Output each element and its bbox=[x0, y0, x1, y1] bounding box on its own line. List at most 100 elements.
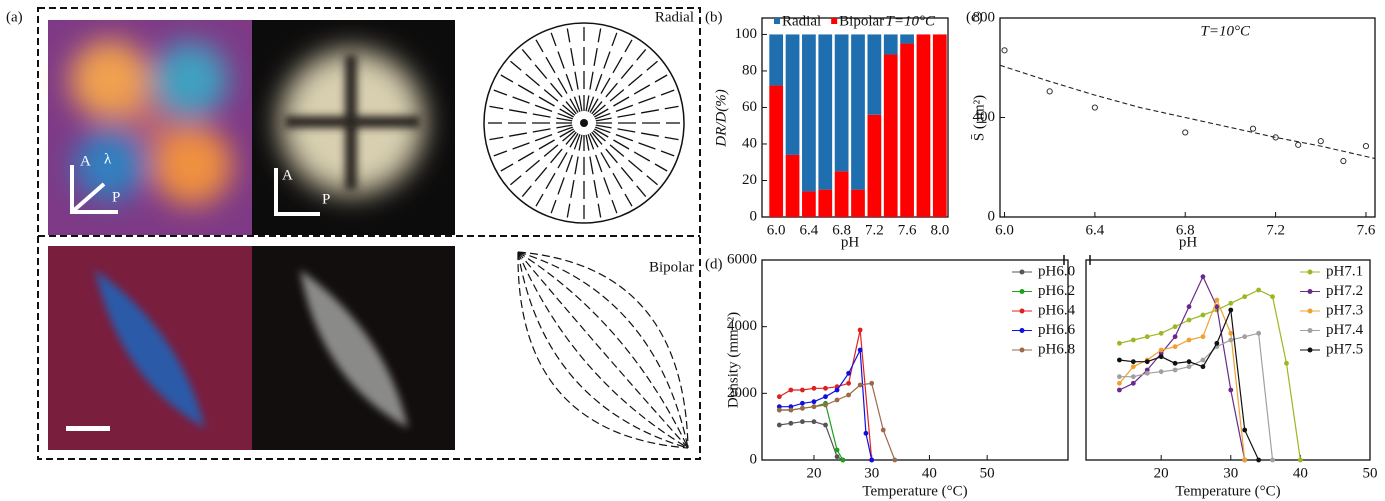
director-dash bbox=[615, 134, 634, 142]
director-dash bbox=[617, 113, 636, 118]
director-dash bbox=[500, 163, 514, 172]
legend-label: pH7.5 bbox=[1326, 341, 1363, 357]
bar-segment bbox=[802, 191, 816, 217]
director-dash bbox=[559, 108, 574, 118]
fit-line bbox=[999, 64, 1376, 160]
legend-label: pH6.8 bbox=[1038, 341, 1075, 357]
legend-marker bbox=[1307, 347, 1313, 353]
series-marker bbox=[1256, 287, 1262, 293]
series-marker bbox=[823, 385, 828, 391]
series-marker bbox=[1144, 367, 1150, 373]
director-dash bbox=[613, 96, 630, 107]
x-tick-label: 6.0 bbox=[995, 222, 1014, 238]
series-marker bbox=[788, 420, 794, 426]
director-dash bbox=[550, 148, 563, 164]
series-marker bbox=[840, 457, 846, 463]
y-tick-label: 2000 bbox=[727, 385, 757, 401]
y-tick-label: 60 bbox=[742, 99, 757, 115]
bar-segment bbox=[834, 34, 849, 172]
y-tick-label: 400 bbox=[973, 109, 996, 125]
director-dash bbox=[562, 130, 576, 142]
bar-segment bbox=[769, 85, 784, 217]
bar-segment bbox=[818, 189, 833, 217]
director-dash bbox=[550, 199, 557, 214]
director-dash bbox=[557, 51, 565, 69]
director-dash bbox=[550, 82, 563, 98]
series-marker bbox=[1117, 387, 1122, 393]
y-tick-label: 100 bbox=[735, 26, 758, 42]
panel-label: (d) bbox=[705, 256, 723, 272]
y-tick-label: 0 bbox=[988, 208, 996, 224]
series-marker bbox=[1284, 360, 1289, 366]
series-marker bbox=[1186, 304, 1192, 310]
bar-segment bbox=[916, 34, 931, 217]
bar-segment bbox=[851, 34, 865, 190]
legend-label: pH7.3 bbox=[1326, 302, 1363, 318]
scatter-point bbox=[1046, 88, 1053, 95]
director-dash bbox=[609, 89, 625, 102]
director-dash bbox=[633, 151, 651, 162]
series-marker bbox=[1228, 300, 1234, 306]
director-dash bbox=[562, 104, 576, 116]
scatter-point bbox=[1249, 125, 1257, 132]
bar-segment bbox=[834, 171, 849, 217]
director-dash bbox=[493, 150, 508, 157]
director-dash bbox=[587, 134, 595, 150]
x-axis-label: Temperature (°C) bbox=[1175, 483, 1280, 499]
series-marker bbox=[776, 422, 782, 428]
series-marker bbox=[776, 394, 782, 400]
x-tick-label: 7.6 bbox=[898, 222, 917, 238]
series-marker bbox=[1228, 387, 1234, 393]
bar-segment bbox=[883, 34, 898, 55]
series-marker bbox=[788, 404, 794, 410]
legend-label: pH7.2 bbox=[1326, 283, 1363, 299]
series-marker bbox=[1144, 359, 1150, 365]
director-dash bbox=[589, 133, 599, 148]
polarizer-label: P bbox=[322, 191, 330, 207]
director-dash bbox=[556, 117, 573, 122]
director-dash bbox=[664, 105, 679, 110]
series-marker bbox=[1228, 337, 1234, 343]
series-marker bbox=[1172, 360, 1178, 366]
director-dash bbox=[525, 159, 540, 173]
series-marker bbox=[880, 427, 886, 433]
plot-frame bbox=[1085, 259, 1371, 461]
director-curve bbox=[517, 251, 689, 449]
series-marker bbox=[776, 407, 782, 413]
director-dash bbox=[543, 144, 559, 157]
x-tick-label: 40 bbox=[1293, 465, 1308, 481]
panel-label: (a) bbox=[6, 9, 23, 25]
legend-marker bbox=[1019, 328, 1025, 333]
series-marker bbox=[1172, 344, 1178, 350]
y-axis-label: Density (mm⁻²) bbox=[725, 312, 741, 408]
director-dash bbox=[493, 89, 508, 96]
legend-marker bbox=[1307, 269, 1313, 275]
panel-label: (b) bbox=[705, 9, 723, 25]
bar-segment bbox=[785, 34, 800, 155]
director-dash bbox=[535, 193, 544, 207]
series-marker bbox=[846, 370, 852, 376]
bar-segment bbox=[900, 34, 914, 44]
series-marker bbox=[1214, 297, 1220, 303]
series-marker bbox=[1117, 380, 1122, 386]
director-dash bbox=[624, 193, 633, 207]
director-dash bbox=[605, 148, 618, 164]
series-marker bbox=[811, 419, 817, 425]
x-tick-label: 20 bbox=[1154, 465, 1169, 481]
director-dash bbox=[603, 51, 611, 69]
director-dash bbox=[597, 28, 602, 43]
director-dash bbox=[500, 74, 514, 83]
director-dash bbox=[600, 77, 611, 94]
micrograph-bipolar-crossed bbox=[252, 246, 455, 450]
x-axis-label: pH bbox=[841, 234, 860, 250]
series-marker bbox=[776, 404, 782, 410]
micrograph-radial-crossed bbox=[252, 20, 455, 235]
series-marker bbox=[823, 422, 828, 428]
legend-swatch bbox=[831, 18, 838, 24]
director-dash bbox=[545, 56, 556, 74]
x-tick-label: 6.0 bbox=[767, 222, 786, 238]
legend-marker bbox=[1307, 308, 1313, 314]
director-dash bbox=[595, 124, 612, 129]
series-marker bbox=[1270, 294, 1275, 300]
